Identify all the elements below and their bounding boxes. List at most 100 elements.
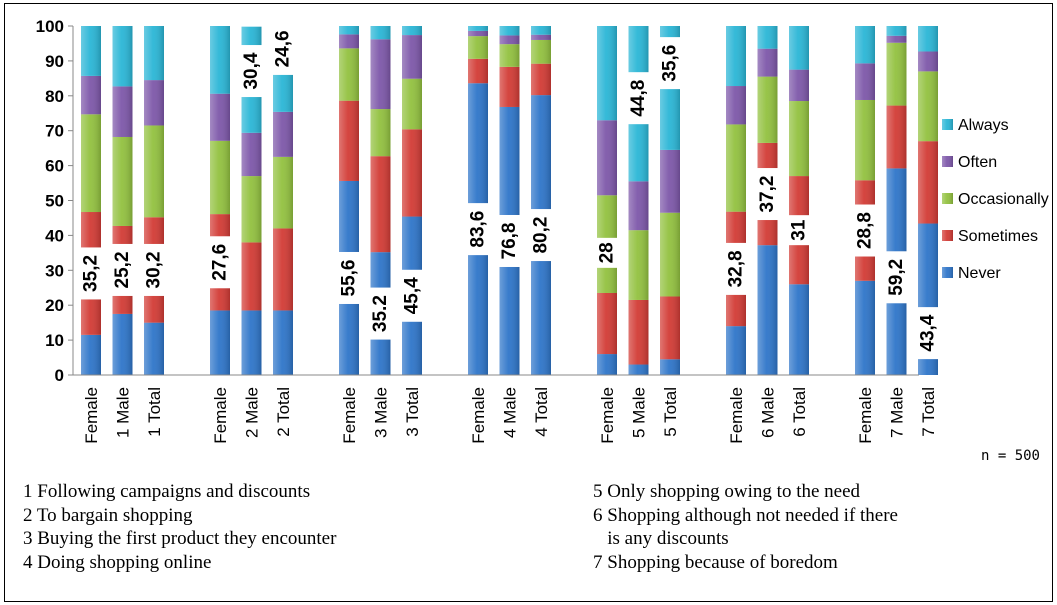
note-line: is any discounts <box>593 528 729 549</box>
bar-segment-shade <box>241 132 262 177</box>
data-label-text: 37,2 <box>757 176 778 213</box>
chart-frame: 0 10 20 30 40 50 60 70 80 90 100 Female 1 Male 1 Tot… <box>4 3 1053 477</box>
bar-segment-shade <box>628 230 649 300</box>
bar-segment-shade <box>499 35 520 45</box>
note-line: 7 Shopping because of boredom <box>593 551 838 573</box>
bar-segment-shade <box>789 26 809 70</box>
bar-segment-shade <box>112 136 133 226</box>
bar-segment-shade <box>628 364 649 375</box>
data-label-text: 27,6 <box>210 244 231 281</box>
stacked-bar <box>628 26 649 375</box>
data-label-box <box>850 204 880 257</box>
legend-item-always: Always <box>942 117 1009 134</box>
x-tick-label: 2 Male <box>243 387 262 438</box>
bar-segment-shade <box>531 63 551 96</box>
y-tick-label: 0 <box>55 366 64 385</box>
legend-swatch-shade <box>942 119 953 130</box>
bar-segment-shade <box>402 78 422 130</box>
legend-label: Sometimes <box>958 228 1038 245</box>
x-tick-label: Female <box>211 387 230 444</box>
note-line: 5 Only shopping owing to the need <box>593 481 861 502</box>
bar-segment-shade <box>789 284 809 375</box>
y-tick-label: 100 <box>36 17 64 36</box>
data-label-box <box>397 269 427 322</box>
data-label-text: 28,8 <box>855 212 876 249</box>
bar-segment-shade <box>144 125 164 218</box>
stacked-bar <box>241 26 262 375</box>
bar-segment-shade <box>499 66 520 107</box>
legend-item-never: Never <box>942 265 1001 282</box>
data-label: 30,2 <box>139 243 169 296</box>
data-label-text: 80,2 <box>531 217 552 254</box>
bar-segment-shade <box>210 93 230 141</box>
stacked-bar <box>112 26 133 375</box>
legend-swatch-shade <box>942 193 953 204</box>
bar-segment-shade <box>597 292 617 355</box>
data-label-box <box>334 251 364 304</box>
bar-segment-shade <box>499 26 520 36</box>
note-line: 1 Following campaigns and discounts <box>23 481 311 502</box>
legend-swatch-shade <box>942 267 953 278</box>
data-label-box <box>365 287 396 340</box>
data-label-box <box>913 307 943 360</box>
x-tick-label: 6 Total <box>790 387 809 437</box>
data-label-text: 59,2 <box>886 259 907 296</box>
bar-segment-shade <box>757 245 778 375</box>
bar-segment-shade <box>660 296 680 360</box>
data-label-text: 24,6 <box>273 30 294 67</box>
x-tick-label: 6 Male <box>759 387 778 438</box>
data-label: 31 <box>784 215 814 246</box>
x-tick-label: 4 Total <box>532 387 551 437</box>
data-label-text: 76,8 <box>499 222 520 259</box>
bar-segment-shade <box>273 156 293 229</box>
bars <box>81 26 938 376</box>
bar-segment-shade <box>660 149 680 213</box>
bar-segment-shade <box>726 86 746 125</box>
data-label-box <box>752 168 783 221</box>
bar-segment-shade <box>468 30 488 37</box>
bar-segment-shade <box>241 242 262 311</box>
data-label: 24,6 <box>268 22 298 75</box>
bar-segment-shade <box>886 26 907 36</box>
bar-segment-shade <box>402 129 422 217</box>
note-line: 6 Shopping although not needed if there <box>593 504 898 526</box>
legend-label: Always <box>958 117 1009 134</box>
bar-segment-shade <box>468 26 488 31</box>
data-label-box <box>268 22 298 75</box>
data-label: 59,2 <box>881 251 912 304</box>
data-label: 80,2 <box>526 209 556 262</box>
stacked-bar <box>468 26 488 376</box>
data-label-text: 25,2 <box>112 251 133 288</box>
bar-segment-shade <box>660 359 680 375</box>
bar-segment-shade <box>531 26 551 35</box>
x-tick-label: 7 Male <box>888 387 907 438</box>
bar-segment-shade <box>628 299 649 365</box>
data-label-box <box>463 203 493 256</box>
legend-label: Often <box>958 154 997 171</box>
note-line: 4 Doing shopping online <box>23 551 212 573</box>
data-label: 28,8 <box>850 204 880 257</box>
stacked-bar <box>499 26 520 375</box>
stacked-bar-chart: 0 10 20 30 40 50 60 70 80 90 100 Female 1 Male 1 Tot… <box>36 17 1049 444</box>
bar-segment-shade <box>210 140 230 215</box>
data-label-box <box>623 72 654 125</box>
legend-item-occasionally: Occasionally <box>942 191 1049 208</box>
stacked-bar <box>531 26 551 376</box>
y-tick-label: 50 <box>45 192 64 211</box>
data-label: 83,6 <box>463 203 493 256</box>
x-tick-label: 1 Male <box>114 387 133 438</box>
data-label-box <box>784 215 814 246</box>
stacked-bar <box>210 26 230 375</box>
bar-segment-shade <box>402 26 422 36</box>
bar-segment-shade <box>402 35 422 79</box>
bar-segment-shade <box>81 75 101 115</box>
bar-segment-shade <box>531 39 551 64</box>
x-tick-label: 3 Total <box>403 387 422 437</box>
data-label: 25,2 <box>107 243 138 296</box>
data-label-text: 28 <box>597 242 618 263</box>
legend-item-sometimes: Sometimes <box>942 228 1038 245</box>
data-label-text: 55,6 <box>339 259 360 296</box>
x-axis: Female 1 Male 1 Total Female 2 Male 2 Total Fe… <box>73 374 938 444</box>
bar-segment-shade <box>726 326 746 375</box>
bar-segment-shade <box>112 313 133 375</box>
